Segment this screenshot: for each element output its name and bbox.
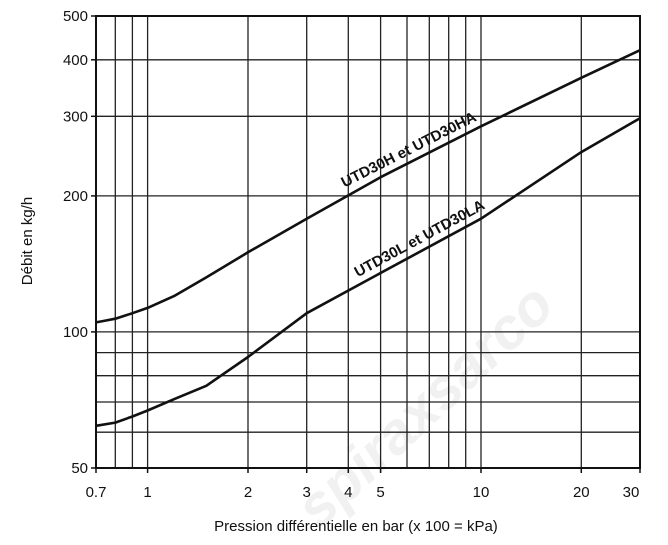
series-line-2 — [95, 117, 641, 428]
x-tick-label: 4 — [344, 484, 352, 501]
series-line-1 — [95, 49, 641, 324]
plot-frame — [95, 15, 641, 469]
x-tick-labels: 0.7 1 2 3 4 5 10 20 30 — [86, 468, 641, 501]
y-tick-label: 50 — [71, 460, 88, 477]
x-tick-label: 10 — [473, 484, 490, 501]
y-tick-label: 100 — [63, 324, 88, 341]
y-axis-label: Débit en kg/h — [19, 197, 36, 285]
x-axis-label: Pression différentielle en bar (x 100 = … — [214, 518, 498, 535]
x-tick-label: 3 — [303, 484, 311, 501]
grid — [95, 15, 641, 469]
y-tick-label: 500 — [63, 8, 88, 25]
y-tick-labels: 50 100 200 300 400 500 — [63, 8, 96, 477]
watermark: spiraxsarco — [283, 271, 565, 541]
curves — [95, 49, 641, 428]
x-tick-label: 20 — [573, 484, 590, 501]
series-label-2: UTD30L et UTD30LA — [352, 197, 488, 281]
x-tick-label: 5 — [376, 484, 384, 501]
x-tick-label: 1 — [143, 484, 151, 501]
x-tick-label: 0.7 — [86, 484, 107, 501]
y-tick-label: 200 — [63, 188, 88, 205]
y-tick-label: 300 — [63, 108, 88, 125]
x-tick-label: 30 — [623, 484, 640, 501]
x-tick-label: 2 — [244, 484, 252, 501]
y-tick-label: 400 — [63, 52, 88, 69]
series-label-1: UTD30H et UTD30HA — [339, 109, 480, 192]
